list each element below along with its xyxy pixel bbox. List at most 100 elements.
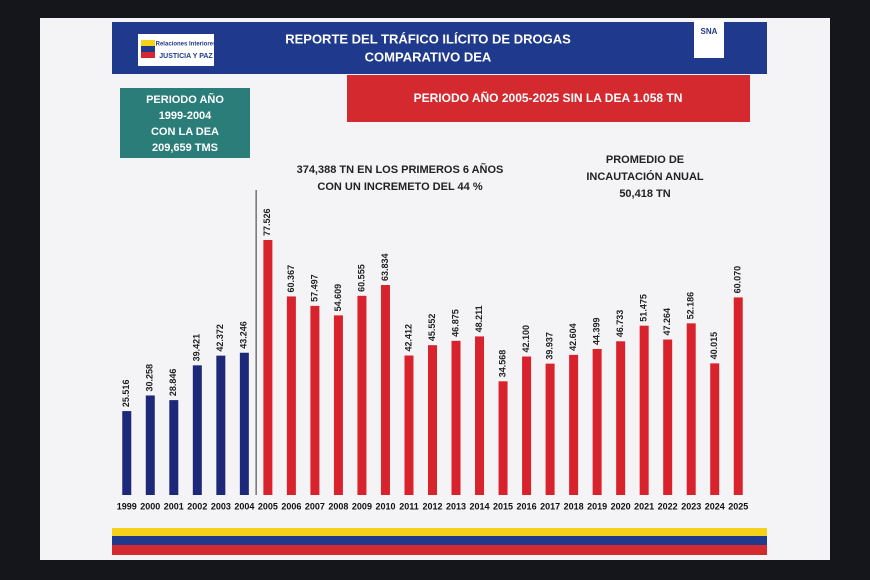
bar [239, 352, 249, 495]
bar [616, 341, 626, 495]
value-label: 40.015 [709, 332, 719, 360]
x-tick-label: 2004 [234, 501, 254, 511]
annotation: 50,418 TN [619, 188, 670, 200]
bar [216, 355, 226, 495]
value-label: 52.186 [686, 292, 696, 320]
stripe-blue [112, 536, 767, 545]
value-label: 42.412 [403, 324, 413, 352]
value-label: 44.399 [592, 317, 602, 345]
bar [428, 345, 437, 495]
chart-subtitle: COMPARATIVO DEA [365, 49, 492, 64]
stripe-red [112, 545, 767, 555]
x-tick-label: 2011 [399, 501, 419, 511]
bar [263, 240, 273, 495]
period-box-line: 209,659 TMS [152, 142, 218, 154]
bar [451, 340, 461, 495]
x-tick-label: 2019 [587, 501, 607, 511]
x-tick-label: 2021 [634, 501, 654, 511]
logo-line: JUSTICIA Y PAZ [159, 53, 213, 60]
bar [192, 365, 202, 495]
bar [380, 285, 390, 495]
value-label: 42.100 [521, 325, 531, 353]
logo-line: Relaciones Interiores [156, 42, 217, 48]
x-tick-label: 2020 [611, 501, 631, 511]
value-label: 60.070 [733, 266, 743, 294]
value-label: 25.516 [121, 380, 131, 408]
flag-red [141, 52, 155, 58]
value-label: 43.246 [239, 321, 249, 349]
x-tick-label: 2007 [305, 501, 325, 511]
x-tick-label: 2017 [540, 501, 560, 511]
x-tick-label: 2024 [705, 501, 725, 511]
x-tick-label: 2001 [164, 501, 184, 511]
annotation: PROMEDIO DE [606, 154, 684, 166]
banner: PERIODO AÑO 2005-2025 SIN LA DEA 1.058 T… [414, 90, 683, 105]
value-label: 54.609 [333, 284, 343, 312]
x-tick-label: 2006 [281, 501, 301, 511]
value-label: 51.475 [639, 294, 649, 322]
bar [122, 411, 132, 495]
x-tick-label: 1999 [117, 501, 137, 511]
badge-box [694, 20, 724, 58]
x-tick-label: 2023 [681, 501, 701, 511]
stripe-yellow [112, 528, 767, 536]
bar [522, 356, 532, 495]
badge: SNA [701, 27, 718, 36]
x-tick-label: 2005 [258, 501, 278, 511]
value-label: 28.846 [168, 369, 178, 397]
period-box-line: PERIODO AÑO [146, 93, 224, 106]
bar [569, 354, 579, 495]
value-label: 63.834 [380, 254, 390, 282]
value-label: 39.421 [192, 334, 202, 362]
x-tick-label: 2016 [517, 501, 537, 511]
value-label: 47.264 [662, 308, 672, 336]
banner-box [347, 75, 750, 122]
period-box [120, 88, 250, 158]
value-label: 60.367 [286, 265, 296, 293]
value-label: 45.552 [427, 314, 437, 342]
chart-title: REPORTE DEL TRÁFICO ILÍCITO DE DROGAS [285, 31, 571, 46]
bar [404, 355, 414, 495]
value-label: 30.258 [145, 364, 155, 392]
bar [545, 363, 555, 495]
bar [733, 297, 743, 495]
annotation: CON UN INCREMETO DEL 44 % [317, 181, 482, 193]
x-tick-label: 2014 [470, 501, 490, 511]
x-tick-label: 2013 [446, 501, 466, 511]
x-tick-label: 2025 [728, 501, 748, 511]
x-tick-label: 2000 [140, 501, 160, 511]
bar [310, 305, 320, 495]
value-label: 46.733 [615, 310, 625, 338]
value-label: 57.497 [309, 274, 319, 302]
header-band [112, 22, 767, 74]
x-tick-label: 2015 [493, 501, 513, 511]
bar [333, 315, 343, 495]
value-label: 60.555 [356, 264, 366, 292]
value-label: 42.372 [215, 324, 225, 352]
value-label: 77.526 [262, 208, 272, 236]
flag-yellow [141, 40, 155, 46]
bar [145, 395, 155, 495]
bar [169, 400, 179, 495]
bar [498, 381, 508, 495]
x-tick-label: 2008 [328, 501, 348, 511]
bar [663, 339, 673, 495]
x-tick-label: 2018 [564, 501, 584, 511]
x-tick-label: 2002 [187, 501, 207, 511]
x-tick-label: 2012 [422, 501, 442, 511]
value-label: 39.937 [544, 332, 554, 360]
x-tick-label: 2022 [658, 501, 678, 511]
bar [592, 348, 602, 495]
annotation: 374,388 TN EN LOS PRIMEROS 6 AÑOS [297, 163, 504, 176]
annotation: INCAUTACIÓN ANUAL [586, 170, 704, 183]
x-tick-label: 2009 [352, 501, 372, 511]
period-box-line: CON LA DEA [151, 126, 219, 138]
value-label: 42.604 [568, 323, 578, 351]
value-label: 34.568 [497, 350, 507, 378]
bar [475, 336, 485, 495]
period-box-line: 1999-2004 [159, 110, 212, 122]
x-tick-label: 2010 [375, 501, 395, 511]
bar [286, 296, 296, 495]
